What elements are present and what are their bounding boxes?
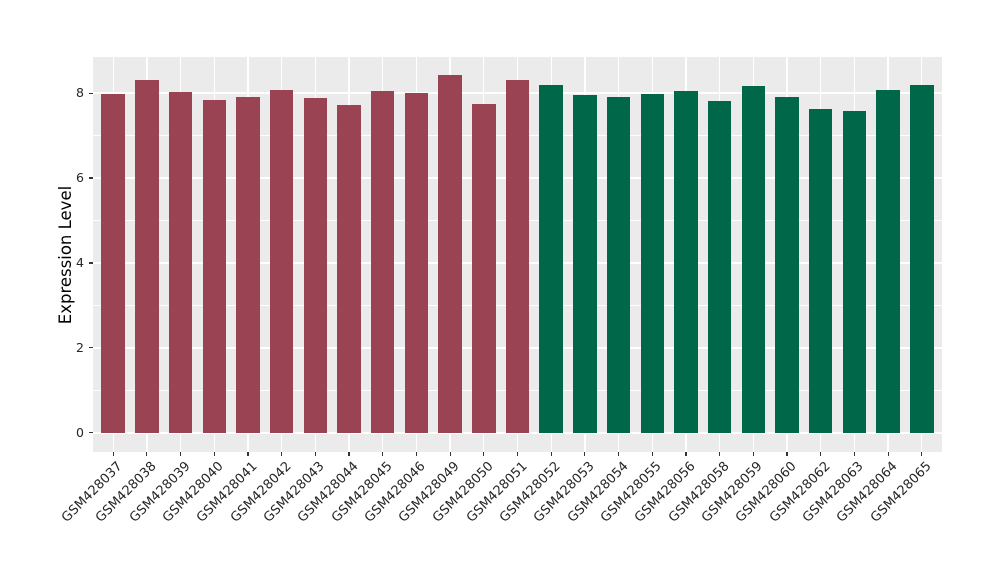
bar-GSM428052 bbox=[539, 85, 563, 433]
bar-GSM428043 bbox=[303, 97, 328, 433]
y-tick-label: 8 bbox=[76, 85, 84, 101]
bar-GSM428042 bbox=[269, 89, 294, 433]
y-tick bbox=[89, 347, 93, 349]
y-tick-label: 2 bbox=[76, 339, 84, 355]
bar-GSM428037 bbox=[101, 94, 125, 433]
bar-GSM428056 bbox=[674, 91, 698, 433]
bar-GSM428049 bbox=[438, 74, 462, 433]
bar-GSM428039 bbox=[168, 91, 193, 433]
bar-GSM428053 bbox=[573, 94, 597, 433]
bar-GSM428041 bbox=[236, 96, 260, 433]
bar-GSM428044 bbox=[337, 105, 361, 433]
x-tick bbox=[719, 452, 721, 456]
x-tick bbox=[584, 452, 586, 456]
x-tick bbox=[685, 452, 687, 456]
bar-GSM428046 bbox=[404, 93, 429, 433]
x-tick bbox=[516, 452, 519, 456]
bar-GSM428058 bbox=[707, 100, 732, 433]
bar-GSM428063 bbox=[842, 111, 867, 433]
y-tick-label: 0 bbox=[76, 424, 84, 440]
y-axis-title: Expression Level bbox=[56, 185, 75, 325]
x-tick bbox=[382, 452, 384, 456]
bar-GSM428040 bbox=[202, 99, 227, 433]
bar-GSM428062 bbox=[808, 108, 833, 433]
x-tick bbox=[887, 452, 889, 456]
x-tick bbox=[449, 452, 451, 456]
y-tick bbox=[89, 92, 93, 94]
x-tick bbox=[314, 452, 316, 456]
bar-GSM428065 bbox=[910, 84, 934, 433]
x-tick bbox=[752, 452, 754, 456]
x-tick bbox=[786, 452, 788, 456]
y-tick-label: 4 bbox=[76, 255, 84, 270]
y-tick bbox=[89, 177, 93, 179]
bar-GSM428060 bbox=[775, 97, 799, 433]
bar-GSM428051 bbox=[505, 79, 530, 433]
x-tick bbox=[618, 452, 620, 456]
x-tick bbox=[348, 452, 350, 456]
y-tick bbox=[89, 432, 93, 434]
x-tick bbox=[483, 452, 485, 456]
x-tick bbox=[112, 452, 114, 456]
bar-GSM428045 bbox=[370, 91, 395, 433]
bar-GSM428038 bbox=[135, 79, 159, 433]
bar-GSM428050 bbox=[472, 103, 496, 433]
x-tick bbox=[281, 452, 283, 456]
x-tick bbox=[820, 452, 822, 456]
x-tick bbox=[213, 452, 215, 456]
x-tick bbox=[550, 452, 552, 456]
x-tick bbox=[853, 452, 855, 456]
x-tick bbox=[415, 452, 417, 456]
x-tick bbox=[651, 452, 653, 456]
x-tick bbox=[146, 452, 148, 456]
bar-GSM428055 bbox=[640, 94, 665, 433]
x-tick bbox=[247, 452, 249, 456]
x-tick bbox=[921, 452, 923, 456]
y-tick-label: 6 bbox=[76, 170, 84, 185]
bar-GSM428059 bbox=[741, 86, 766, 433]
bar-GSM428064 bbox=[876, 89, 900, 433]
y-tick bbox=[89, 262, 93, 264]
bar-GSM428054 bbox=[606, 97, 631, 433]
x-tick bbox=[180, 452, 182, 456]
